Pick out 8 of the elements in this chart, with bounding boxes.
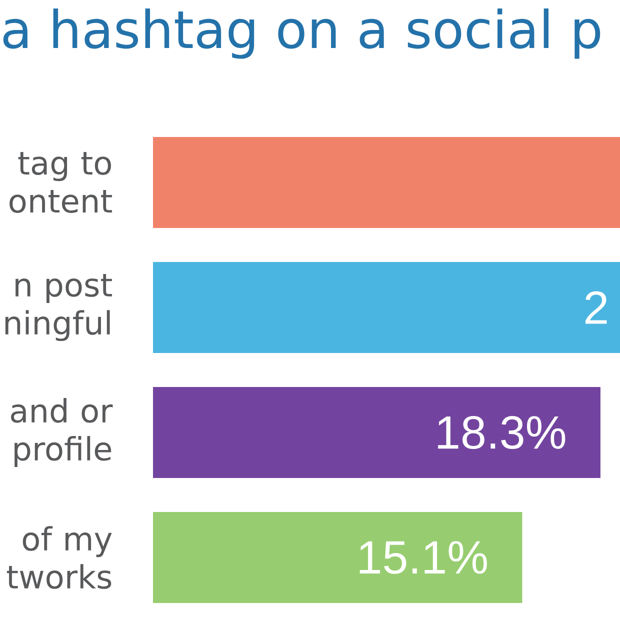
y-tick-label: of my tworks — [6, 526, 112, 589]
chart-title: a hashtag on a social p — [3, 8, 600, 59]
annotation: 2 — [585, 291, 607, 324]
data-label: 18.3% — [438, 416, 566, 450]
y-tick-label: tag to ontent — [10, 152, 112, 213]
data-label: 15.1% — [360, 541, 487, 574]
y-tick-label: n post ningful — [5, 274, 112, 342]
y-tick-label: and or profile — [11, 398, 113, 467]
